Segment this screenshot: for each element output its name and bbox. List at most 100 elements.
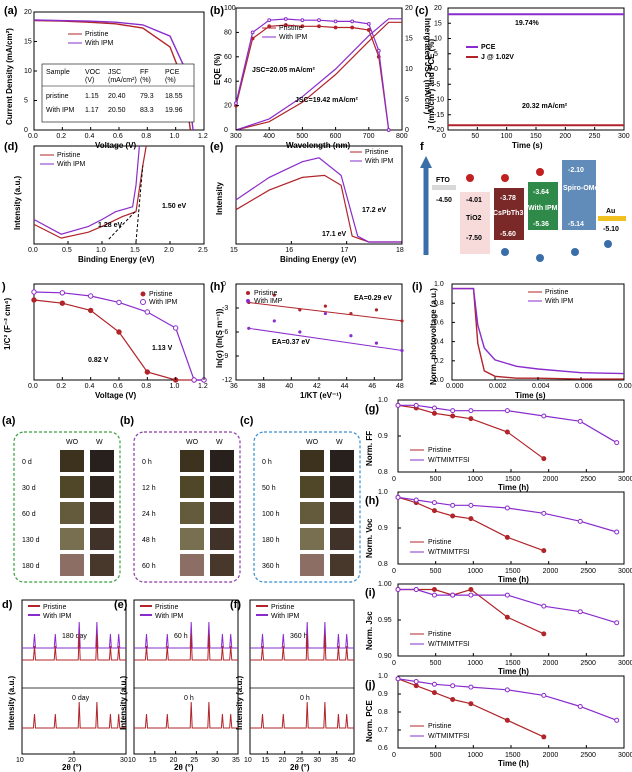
tio2-band (460, 192, 490, 254)
label-e: (e) (210, 141, 224, 153)
data-point (317, 18, 321, 23)
cspbi3-top: -3.78 (500, 195, 516, 202)
film-photo (210, 502, 234, 524)
electron-icon (536, 168, 544, 176)
photo-row-label: 0 h (142, 459, 152, 466)
data-point (541, 548, 547, 554)
x-tick-label: 18 (396, 247, 404, 254)
xrd-pattern (134, 633, 238, 661)
table-header: PCE (165, 69, 180, 76)
photo-row-label: 130 d (22, 537, 40, 544)
y-tick-label: 0.8 (434, 300, 444, 307)
y-tick-label: 0.90 (378, 653, 392, 660)
x-tick-label: 0 (392, 568, 396, 575)
table-header: FF (140, 69, 149, 76)
film-photo (330, 502, 354, 524)
legend-g-ipm: With IPM (149, 299, 178, 306)
photo-column-label: WO (306, 439, 319, 446)
x-tick-label: 500 (430, 568, 442, 575)
data-point (59, 300, 66, 306)
label-g: ) (2, 281, 6, 293)
x-tick-label: 2.0 (164, 247, 174, 254)
legend-d-pristine: Pristine (57, 152, 80, 159)
table-unit: (mA/cm²) (108, 77, 137, 84)
y-tick-label: 0.9 (378, 691, 388, 698)
x-tick-label: 1500 (505, 752, 521, 759)
y-tick-label: 5 (24, 98, 28, 105)
xlabel-i: Time (s) (515, 391, 546, 400)
ylabel-b: EQE (%) (213, 53, 222, 85)
data-point (376, 48, 381, 53)
legend-c-pce: PCE (481, 44, 496, 51)
legend-c-j: J @ 1.02V (481, 54, 514, 61)
film-photo (210, 554, 234, 576)
series-line-with-ipm (452, 287, 625, 375)
x-tick-label: 30 (211, 757, 219, 764)
film-photo (330, 528, 354, 550)
x-tick-label: 0.0 (28, 247, 38, 254)
data-point (468, 701, 474, 707)
y-tick-label: -10 (434, 97, 444, 104)
data-point (450, 408, 456, 414)
data-point (541, 510, 547, 516)
x-tick-label: 0.000 (446, 383, 464, 390)
y-tick-label: 0 (222, 281, 226, 288)
legend-pristine: Pristine (428, 723, 451, 730)
y-tick-label: 0.6 (378, 745, 388, 752)
xrd-pattern (250, 701, 354, 729)
ylabel-i: Norm. photovoltage (a.u.) (429, 288, 438, 385)
annotation-h-2: EA=0.37 eV (272, 339, 310, 346)
x-tick-label: 1.2 (198, 383, 208, 390)
data-point (413, 683, 419, 689)
x-tick-label: 500 (296, 133, 308, 140)
stability-plots: (g) 0 500 1000 1500 2000 2500 3000 0.8 0.9 1.0 Time… (365, 397, 632, 768)
label-r3a: (a) (2, 415, 16, 427)
y-tick-label: 10 (434, 36, 442, 43)
legend-i-pristine: Pristine (545, 289, 568, 296)
cspbi3-bot: -5.60 (500, 231, 516, 238)
legend-b-pristine: Pristine (279, 25, 302, 32)
panel-b: (b) 300 400 500 600 700 800020406080100051015… (210, 5, 432, 150)
axes-d-frame (33, 145, 205, 245)
electron-icon (501, 174, 509, 182)
y-tick-label: 0.9 (378, 433, 388, 440)
y-tick-label: -5 (434, 81, 440, 88)
x-tick-label: 3000 (618, 476, 632, 483)
panel-f: f FTO -4.50 -4.01 TiO2 -7.50 -3.78 CsPbT… (420, 141, 626, 262)
xrd-legend-ipm: With IPM (155, 613, 184, 620)
x-tick-label: 2500 (580, 568, 596, 575)
xrd-top-label: 360 h (290, 633, 308, 640)
data-point (541, 734, 547, 740)
x-tick-label: 36 (230, 383, 238, 390)
legend-e-pristine: Pristine (365, 149, 388, 156)
x-tick-label: 1500 (505, 476, 521, 483)
photo-group-frame (133, 431, 241, 583)
x-tick-label: 250 (589, 133, 601, 140)
data-point (267, 24, 272, 29)
data-point (504, 505, 510, 511)
stability-label-j: (j) (365, 679, 376, 691)
data-point (300, 18, 305, 23)
photo-column-label: WO (186, 439, 199, 446)
legend-g-ipm-marker (140, 299, 146, 305)
xrd-legend-pristine: Pristine (271, 604, 294, 611)
data-point (386, 128, 391, 132)
y-tick-label: 0 (434, 66, 438, 73)
data-point (431, 508, 437, 514)
series-line-w-tmimtfsi (397, 678, 617, 721)
plot-e: 15 16 17 18 (230, 157, 404, 254)
x-tick-label: 10 (244, 757, 252, 764)
x-tick-label: 500 (430, 476, 442, 483)
x-tick-label: 40 (285, 383, 293, 390)
data-point (450, 683, 456, 689)
cspbi3-band (494, 188, 524, 240)
data-point (350, 19, 355, 24)
x-tick-label: 0.2 (56, 383, 66, 390)
series-line-pristine-eqe (235, 24, 390, 131)
series-line-with-ipm-eqe (235, 18, 390, 131)
x-tick-label: 25 (190, 757, 198, 764)
data-point (31, 297, 37, 303)
data-point (272, 293, 276, 297)
x-tick-label: 2.5 (198, 247, 208, 254)
data-point (468, 408, 474, 414)
